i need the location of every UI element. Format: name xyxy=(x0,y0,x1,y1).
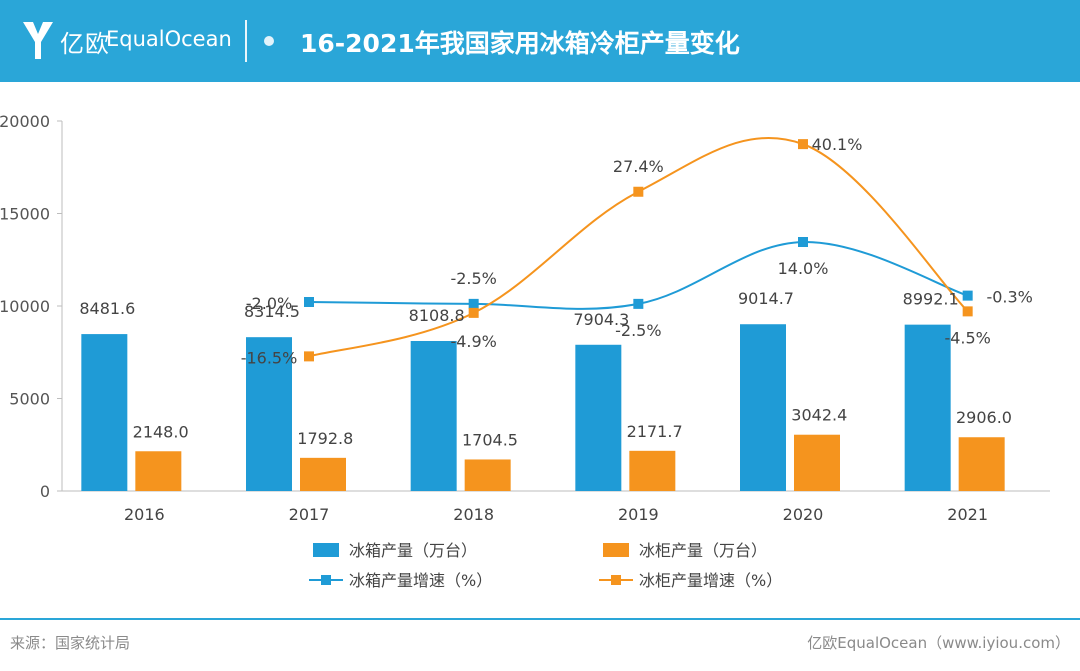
y-tick-label: 15000 xyxy=(0,205,50,224)
line-data-label: 27.4% xyxy=(613,157,664,176)
bar-data-label: 9014.7 xyxy=(738,289,794,308)
line-data-label: 40.1% xyxy=(812,135,863,154)
bar-data-label: 2148.0 xyxy=(133,422,189,441)
bar-data-label: 8314.5 xyxy=(244,302,300,321)
y-tick-label: 10000 xyxy=(0,297,50,316)
x-tick-label: 2021 xyxy=(947,505,988,524)
line-marker xyxy=(962,290,973,301)
line-data-label: -16.5% xyxy=(241,348,298,367)
bar-data-label: 2906.0 xyxy=(956,408,1012,427)
bar xyxy=(135,451,182,491)
y-tick-label: 0 xyxy=(40,482,50,501)
bar-data-label: 2171.7 xyxy=(627,422,683,441)
line-data-label: -0.3% xyxy=(986,288,1032,307)
x-tick-label: 2019 xyxy=(618,505,659,524)
line-marker xyxy=(798,237,808,247)
bar-data-label: 3042.4 xyxy=(791,406,847,425)
bar xyxy=(246,337,292,491)
legend-label: 冰柜产量增速（%） xyxy=(639,571,782,590)
legend: 冰箱产量（万台） 冰柜产量（万台） 冰箱产量增速（%） 冰柜产量增速（%） xyxy=(309,541,782,590)
bar xyxy=(904,324,951,491)
bar-layer xyxy=(81,324,1005,491)
y-tick-label: 5000 xyxy=(9,390,50,409)
bar-data-label: 7904.3 xyxy=(573,310,629,329)
footer-divider xyxy=(0,618,1080,620)
axis-layer: 0 5000 10000 15000 20000 2016 2017 2018 2019 2020… xyxy=(0,112,1050,524)
logo-cn-text: 亿欧 xyxy=(60,30,110,58)
bar-data-label: 1704.5 xyxy=(462,430,518,449)
header-banner: 亿欧 EqualOcean 16-2021年我国家用冰箱冷柜产量变化 xyxy=(0,0,1080,82)
bar-data-label: 8108.8 xyxy=(409,306,465,325)
legend-swatch xyxy=(313,543,339,557)
bar xyxy=(740,324,786,491)
line-series xyxy=(308,240,968,310)
title-bullet-icon xyxy=(264,36,274,46)
line-layer xyxy=(304,136,973,362)
bar xyxy=(81,334,128,491)
line-data-label: 14.0% xyxy=(778,259,829,278)
x-tick-label: 2017 xyxy=(289,505,330,524)
y-tick-label: 20000 xyxy=(0,112,50,131)
label-layer: 8481.6 8314.5 8108.8 7904.3 9014.7 8992.1 2148… xyxy=(79,135,1033,449)
chart-title: 16-2021年我国家用冰箱冷柜产量变化 xyxy=(300,29,740,58)
legend-label: 冰柜产量（万台） xyxy=(639,541,767,560)
line-marker xyxy=(633,298,644,309)
line-marker xyxy=(304,351,314,362)
header-divider xyxy=(245,20,247,62)
brand-note: 亿欧EqualOcean（www.iyiou.com） xyxy=(807,634,1070,652)
line-marker xyxy=(468,307,479,318)
logo-en-text: EqualOcean xyxy=(106,27,232,51)
line-data-label: -2.0% xyxy=(246,294,292,313)
x-tick-label: 2020 xyxy=(783,505,824,524)
line-data-label: -4.5% xyxy=(944,328,990,347)
line-marker xyxy=(468,298,479,309)
line-marker xyxy=(633,186,644,197)
legend-label: 冰箱产量（万台） xyxy=(349,541,477,560)
equalocean-logo-icon xyxy=(23,22,53,59)
legend-swatch xyxy=(603,543,629,557)
legend-swatch-marker xyxy=(321,575,331,585)
line-marker xyxy=(798,139,808,150)
bar xyxy=(464,459,511,491)
bar xyxy=(958,437,1005,491)
source-note: 来源：国家统计局 xyxy=(10,634,131,652)
legend-label: 冰箱产量增速（%） xyxy=(349,571,492,590)
line-data-label: -4.9% xyxy=(450,332,496,351)
bar-data-label: 8481.6 xyxy=(79,299,135,318)
line-marker xyxy=(962,306,973,317)
bar xyxy=(629,450,676,491)
bar xyxy=(300,457,346,491)
bar-data-label: 1792.8 xyxy=(297,429,353,448)
line-marker xyxy=(304,297,314,307)
line-data-label: -2.5% xyxy=(450,269,496,288)
bar-data-label: 8992.1 xyxy=(903,290,959,309)
chart-area: 0 5000 10000 15000 20000 2016 2017 2018 2019 2020… xyxy=(0,112,1050,590)
bar xyxy=(575,344,622,491)
legend-swatch-marker xyxy=(611,575,621,585)
line-data-label: -2.5% xyxy=(615,321,661,340)
x-tick-label: 2018 xyxy=(453,505,494,524)
bar xyxy=(794,434,840,491)
bar xyxy=(410,340,457,491)
x-tick-label: 2016 xyxy=(124,505,165,524)
